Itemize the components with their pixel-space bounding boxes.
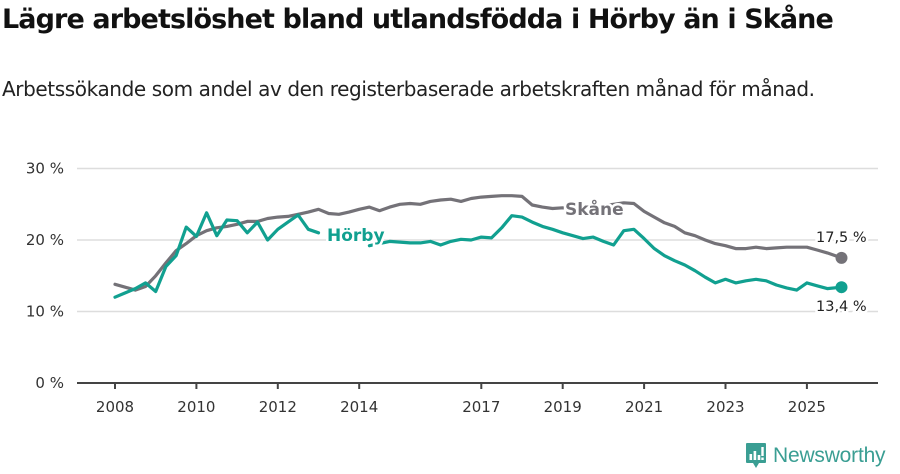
series-lines bbox=[113, 194, 848, 299]
series-line-skåne bbox=[113, 194, 844, 292]
series-labels: Hörby Skåne 17,5 % 13,4 % bbox=[325, 196, 870, 318]
series-label: 13,4 % bbox=[816, 299, 867, 315]
y-tick-label: 30 % bbox=[26, 160, 64, 178]
newsworthy-logo-icon bbox=[746, 443, 766, 468]
x-tick-label: 2025 bbox=[788, 398, 826, 416]
series-label: 17,5 % bbox=[816, 230, 867, 246]
x-tick-label: 2012 bbox=[259, 398, 297, 416]
y-tick-label: 20 % bbox=[26, 231, 64, 249]
y-axis-ticks: 0 % 10 % 20 % 30 % bbox=[26, 160, 64, 393]
y-tick-label: 10 % bbox=[26, 303, 64, 321]
end-point-marker bbox=[835, 281, 848, 294]
x-tick-label: 2008 bbox=[96, 398, 134, 416]
end-point-marker bbox=[835, 251, 848, 264]
x-tick-label: 2021 bbox=[625, 398, 663, 416]
series-label: Hörby bbox=[327, 226, 385, 246]
brand-name: Newsworthy bbox=[773, 444, 886, 467]
x-tick-label: 2019 bbox=[544, 398, 582, 416]
newsworthy-brand: Newsworthy bbox=[745, 442, 886, 470]
gridlines bbox=[77, 167, 878, 313]
x-tick-label: 2023 bbox=[706, 398, 744, 416]
y-tick-label: 0 % bbox=[35, 374, 64, 392]
x-tick-label: 2010 bbox=[177, 398, 215, 416]
x-tick-label: 2017 bbox=[462, 398, 500, 416]
chart-subtitle: Arbetssökande som andel av den registerb… bbox=[2, 77, 815, 101]
chart-title: Lägre arbetslöshet bland utlandsfödda i … bbox=[2, 4, 834, 35]
x-axis: 2008 2010 2012 2014 2017 2019 2021 2023 2025 bbox=[77, 382, 878, 416]
x-tick-label: 2014 bbox=[340, 398, 378, 416]
series-label: Skåne bbox=[565, 198, 624, 220]
series-line-hörby bbox=[113, 211, 844, 299]
